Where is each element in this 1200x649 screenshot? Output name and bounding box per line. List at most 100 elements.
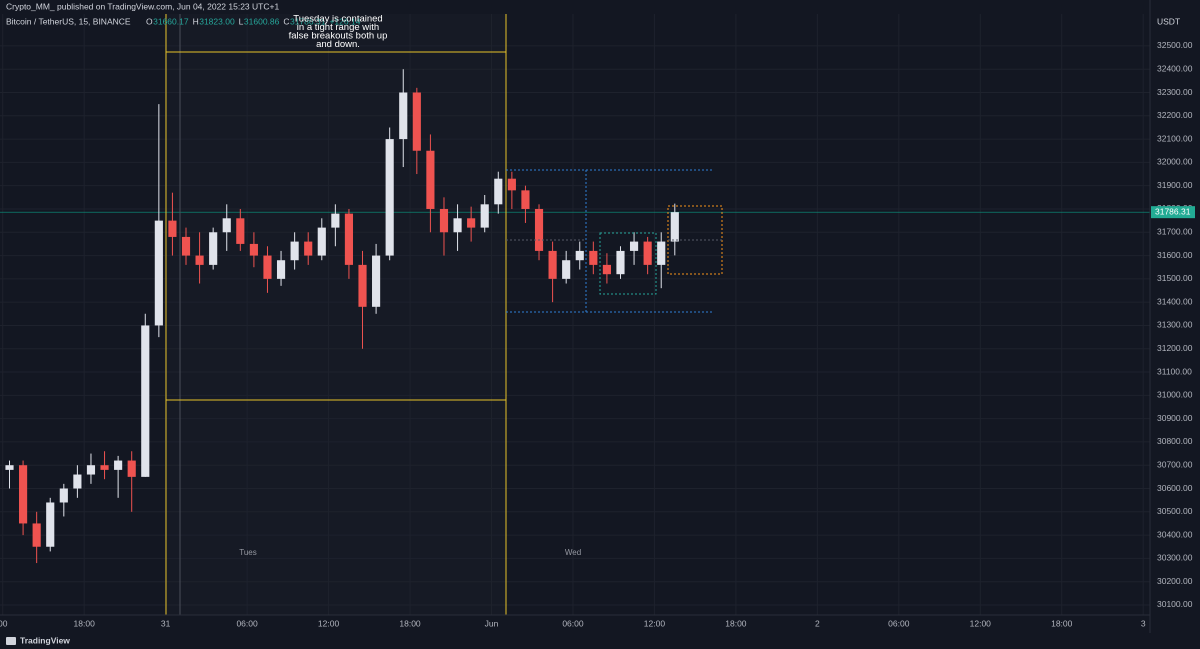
legend-value: 31660.17 xyxy=(153,16,189,26)
y-tick-label: 31000.00 xyxy=(1157,390,1193,400)
y-tick-label: 32200.00 xyxy=(1157,110,1193,120)
candle-body xyxy=(494,178,503,205)
x-tick-label: 18:00 xyxy=(74,618,96,628)
candle-body xyxy=(276,260,286,279)
candle-body xyxy=(19,465,28,524)
legend-key: O xyxy=(146,16,153,26)
y-tick-label: 30500.00 xyxy=(1157,506,1193,516)
candle-body xyxy=(209,232,218,265)
candle-body xyxy=(670,212,679,242)
candle-body xyxy=(521,190,530,209)
annotation-line: in a tight range with xyxy=(297,22,379,33)
x-tick-label: 18:00 xyxy=(725,618,747,628)
legend-key: C xyxy=(283,16,289,26)
candle-body xyxy=(412,92,421,151)
candle-body xyxy=(181,236,191,256)
candle-body xyxy=(562,260,571,279)
brand-logo xyxy=(6,637,16,645)
y-tick-label: 32500.00 xyxy=(1157,40,1193,50)
candle-body xyxy=(439,208,449,233)
y-tick-label: 30800.00 xyxy=(1157,436,1193,446)
y-tick-label: 31500.00 xyxy=(1157,273,1193,283)
y-tick-label: 31600.00 xyxy=(1157,250,1193,260)
session-label: Wed xyxy=(565,548,581,557)
candle-body xyxy=(426,150,435,209)
candle-body xyxy=(304,241,313,256)
x-tick-label: 06:00 xyxy=(888,618,910,628)
y-tick-label: 32100.00 xyxy=(1157,133,1193,143)
candle-body xyxy=(467,218,476,228)
brand: TradingView xyxy=(20,635,70,645)
x-tick-label: 06:00 xyxy=(236,618,258,628)
annotation-line: false breakouts both up xyxy=(289,31,388,42)
candle-body xyxy=(575,250,584,261)
y-tick-label: 30600.00 xyxy=(1157,483,1193,493)
candle-body xyxy=(263,255,272,279)
y-tick-label: 30400.00 xyxy=(1157,529,1193,539)
price-axis xyxy=(1150,0,1200,633)
y-tick-label: 30300.00 xyxy=(1157,553,1193,563)
y-tick-label: 30200.00 xyxy=(1157,576,1193,586)
legend-value: 31823.00 xyxy=(199,16,235,26)
candle-body xyxy=(32,523,41,547)
legend-key: L xyxy=(239,16,244,26)
x-tick-label: 12:00 xyxy=(318,618,340,628)
x-tick-label: 31 xyxy=(161,618,171,628)
candles xyxy=(5,69,679,564)
y-tick-label: 31100.00 xyxy=(1157,366,1192,376)
candle-body xyxy=(399,92,408,140)
legend: O 31660.17 H 31823.00 L 31600.86 C 31786.31 +126… xyxy=(146,16,361,26)
candle-body xyxy=(290,241,299,261)
annotation-line: and down. xyxy=(316,39,360,50)
candle-body xyxy=(480,204,489,228)
axes: 30100.00 30200.00 30300.00 30400.00 30500.00… xyxy=(0,40,1195,628)
x-tick-label: 18:00 xyxy=(1051,618,1073,628)
candle-body xyxy=(331,213,340,228)
legend-key: H xyxy=(193,16,199,26)
y-tick-label: 30100.00 xyxy=(1157,599,1193,609)
x-tick-label: 12:00 xyxy=(644,618,666,628)
x-tick-label: Jun xyxy=(485,618,499,628)
session-shade xyxy=(166,14,506,615)
candle-body xyxy=(453,218,462,233)
candle-body xyxy=(236,218,245,244)
published: Crypto_MM_ published on TradingView.com,… xyxy=(6,1,279,11)
x-tick-label: 06:00 xyxy=(562,618,584,628)
x-tick-label: 12:00 xyxy=(970,618,992,628)
teal-box xyxy=(599,232,657,295)
last-price-tag xyxy=(1151,206,1195,219)
drawings xyxy=(165,14,723,615)
candle-body xyxy=(168,220,177,237)
y-tick-label: 32300.00 xyxy=(1157,87,1193,97)
y-tick-label: 30700.00 xyxy=(1157,459,1193,469)
candle-body xyxy=(643,241,652,265)
candle-body xyxy=(317,227,326,256)
y-tick-label: 31700.00 xyxy=(1157,227,1193,237)
candle-body xyxy=(629,241,639,251)
candle-body xyxy=(46,502,55,547)
y-tick-label: 31200.00 xyxy=(1157,343,1193,353)
candle-body xyxy=(73,474,82,489)
candle-body xyxy=(548,250,557,279)
candle-body xyxy=(657,241,666,265)
candle-body xyxy=(222,218,231,233)
candle-body xyxy=(127,460,136,477)
grid xyxy=(0,14,1150,615)
candle-body xyxy=(114,460,123,470)
y-tick-label: 32400.00 xyxy=(1157,63,1193,73)
candle-body xyxy=(5,465,14,470)
x-tick-label: 00 xyxy=(0,618,8,628)
candle-body xyxy=(59,488,68,503)
candle-body xyxy=(344,213,354,265)
y-tick-label: 32000.00 xyxy=(1157,157,1193,167)
legend-value: 31600.86 xyxy=(244,16,280,26)
currency: USDT xyxy=(1157,16,1180,26)
legend-value: 31786.31 xyxy=(290,16,326,26)
candle-body xyxy=(195,255,204,265)
last-price-label: 31786.31 xyxy=(1155,206,1191,216)
candle-body xyxy=(141,325,150,477)
candle-body xyxy=(154,220,163,326)
candle-body xyxy=(372,255,381,307)
